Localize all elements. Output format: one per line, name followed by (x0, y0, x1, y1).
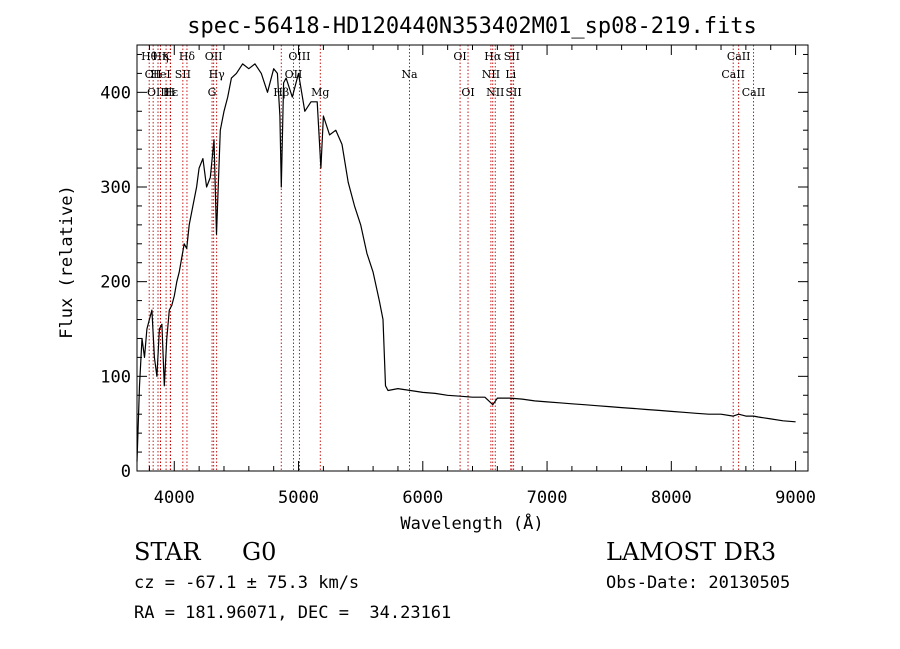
line-label-24: Li (505, 68, 516, 81)
y-tick-label-400: 400 (100, 83, 131, 103)
y-tick-label-200: 200 (100, 273, 131, 293)
x-axis-label: Wavelength (Å) (400, 512, 543, 534)
line-label-9: Hδ (179, 50, 196, 63)
y-tick-label-0: 0 (121, 462, 131, 482)
x-tick-label-4000: 4000 (154, 488, 195, 508)
line-label-21: NII (482, 68, 500, 81)
line-label-11: Hγ (209, 68, 226, 81)
object-subclass: G0 (242, 538, 277, 566)
line-label-8: H (166, 86, 176, 99)
line-label-6: K (162, 50, 171, 63)
line-label-2: OIII (147, 86, 169, 99)
survey-name: LAMOST DR3 (606, 538, 777, 566)
y-axis-label: Flux (relative) (57, 185, 77, 339)
x-tick-label-9000: 9000 (775, 488, 816, 508)
line-label-23: SII (504, 50, 520, 63)
plot-area (136, 63, 796, 462)
line-label-15: Hβ (273, 86, 289, 99)
line-label-28: CaII (742, 86, 766, 99)
line-label-3: Hη (152, 50, 168, 63)
line-label-7: SII (175, 68, 191, 81)
line-label-22: NII (486, 86, 504, 99)
spectral-line-markers (148, 45, 755, 471)
line-label-25: SII (506, 86, 522, 99)
line-label-4: HeI (150, 68, 170, 81)
obs-date: Obs-Date: 20130505 (606, 573, 791, 593)
line-label-1: CII (145, 68, 162, 81)
x-tick-label-5000: 5000 (278, 488, 319, 508)
line-label-10: OII (205, 50, 223, 63)
y-tick-label-300: 300 (100, 178, 131, 198)
line-label-20: Hα (484, 50, 502, 63)
spectrum-line (136, 63, 796, 462)
line-label-12: G (208, 86, 217, 99)
line-label-16: Mg (311, 86, 329, 99)
line-label-5: Hε (163, 86, 179, 99)
line-label-26: CaII (727, 50, 751, 63)
x-tick-label-6000: 6000 (402, 488, 443, 508)
x-tick-label-8000: 8000 (651, 488, 692, 508)
line-label-17: Na (401, 68, 418, 81)
redshift-text: cz = -67.1 ± 75.3 km/s (134, 573, 360, 593)
chart-title: spec-56418-HD120440N353402M01_sp08-219.f… (187, 14, 757, 39)
line-label-0: Hθ (141, 50, 158, 63)
x-tick-label-7000: 7000 (527, 488, 568, 508)
x-axis-ticks: 4000 5000 6000 7000 8000 9000 (148, 45, 816, 508)
coordinates-text: RA = 181.96071, DEC = 34.23161 (134, 603, 452, 623)
line-label-13: OIII (288, 50, 310, 63)
y-tick-label-100: 100 (100, 367, 131, 387)
line-label-27: CaII (721, 68, 745, 81)
line-label-18: OI (453, 50, 466, 63)
y-axis-ticks: 0 100 200 300 400 (100, 53, 808, 482)
object-class: STAR (134, 538, 201, 566)
plot-frame (136, 44, 809, 472)
line-label-19: OI (461, 86, 474, 99)
